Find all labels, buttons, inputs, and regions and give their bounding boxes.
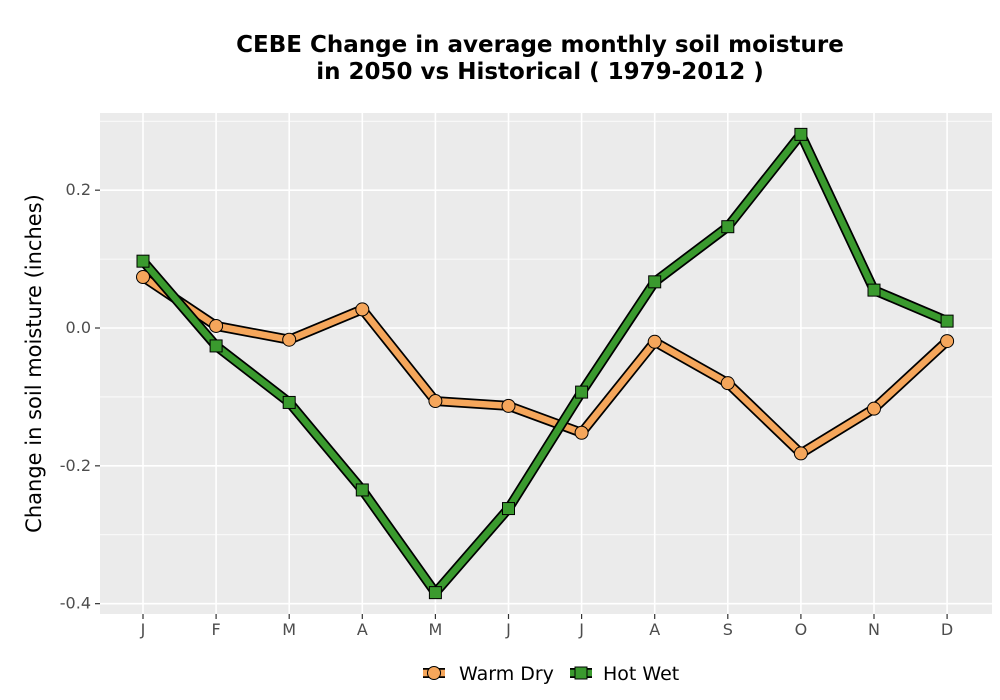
data-point <box>209 318 224 333</box>
data-point <box>867 283 881 297</box>
y-axis-ticks: 0.2 0.0 -0.2 -0.4 <box>60 180 100 613</box>
data-point <box>428 586 442 600</box>
x-tick-label: D <box>941 620 953 639</box>
y-tick-label: 0.2 <box>66 180 91 199</box>
data-point <box>501 398 516 413</box>
x-tick-label: S <box>723 620 733 639</box>
legend-key-marker <box>574 666 588 680</box>
data-point <box>502 502 515 516</box>
data-point <box>720 376 735 391</box>
data-point <box>574 425 589 440</box>
series-line <box>139 273 951 457</box>
x-tick-label: N <box>868 620 880 639</box>
chart-title: CEBE Change in average monthly soil mois… <box>90 32 990 86</box>
data-point <box>647 334 662 349</box>
grid-minor <box>100 120 992 536</box>
x-tick-label: M <box>282 620 296 639</box>
legend-label: Hot Wet <box>603 663 679 685</box>
series-hot-wet <box>138 129 953 598</box>
x-tick-label: J <box>140 620 146 639</box>
legend-label: Warm Dry <box>459 663 554 685</box>
series-warm-dry <box>138 272 953 459</box>
plot-background <box>100 113 992 614</box>
series-layer <box>136 127 955 600</box>
x-tick-label: M <box>428 620 442 639</box>
y-axis-title: Change in soil moisture (inches) <box>22 194 46 533</box>
data-point <box>355 483 369 497</box>
data-point <box>648 275 662 289</box>
series-markers-hot-wet <box>136 127 954 600</box>
x-tick-label: A <box>649 620 660 639</box>
data-point <box>940 314 954 328</box>
data-point <box>282 395 296 409</box>
data-point <box>282 332 297 347</box>
data-point <box>793 446 808 461</box>
chart-title-line-2: in 2050 vs Historical ( 1979-2012 ) <box>316 59 764 85</box>
legend-item-hot-wet: Hot Wet <box>570 663 679 685</box>
x-tick-label: A <box>357 620 368 639</box>
data-point <box>575 385 589 399</box>
data-point <box>721 220 735 234</box>
y-tick-label: -0.4 <box>60 594 91 613</box>
x-tick-label: O <box>795 620 808 639</box>
data-point <box>136 270 150 285</box>
data-point <box>867 401 881 416</box>
y-tick-label: 0.0 <box>66 318 91 337</box>
series-line <box>139 131 951 596</box>
data-point <box>136 254 150 268</box>
legend: Warm Dry Hot Wet <box>423 663 679 685</box>
legend-key-marker <box>427 666 441 680</box>
y-tick-label: -0.2 <box>60 456 91 475</box>
chart-title-line-1: CEBE Change in average monthly soil mois… <box>236 32 844 58</box>
x-tick-label: J <box>578 620 584 639</box>
data-point <box>209 339 223 353</box>
series-markers-warm-dry <box>136 270 955 461</box>
x-tick-label: J <box>505 620 511 639</box>
data-point <box>355 302 370 317</box>
data-point <box>940 334 955 349</box>
legend-item-warm-dry: Warm Dry <box>423 663 554 685</box>
x-tick-label: F <box>211 620 220 639</box>
data-point <box>794 127 808 141</box>
data-point <box>428 394 443 409</box>
grid-major <box>100 113 992 614</box>
